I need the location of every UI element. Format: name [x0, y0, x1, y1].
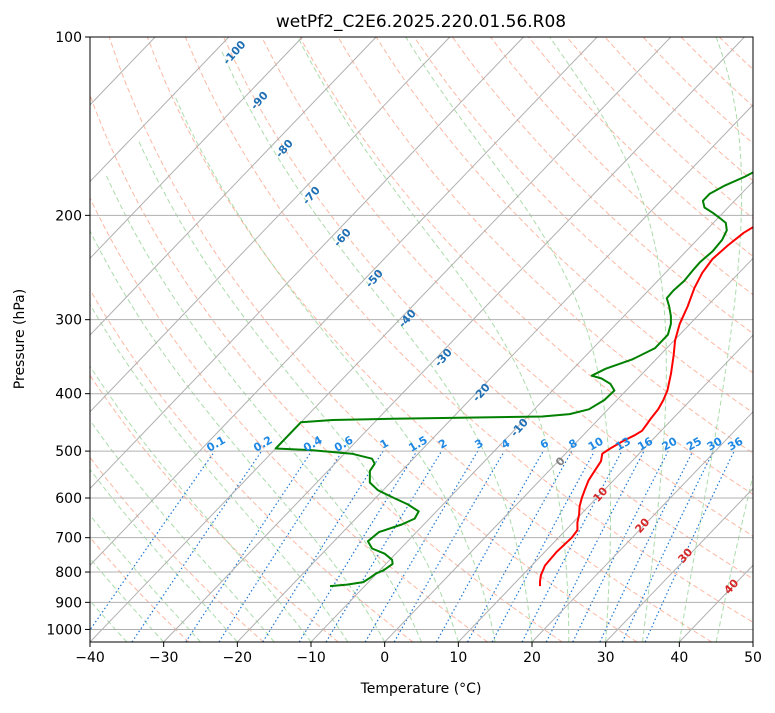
y-tick-label: 700 — [55, 531, 82, 547]
y-tick-label: 800 — [55, 565, 82, 581]
y-tick-label: 200 — [55, 208, 82, 224]
y-tick-label: 400 — [55, 387, 82, 403]
x-tick-label: 20 — [523, 650, 541, 666]
x-tick-label: 50 — [744, 650, 762, 666]
y-axis-label: Pressure (hPa) — [12, 289, 28, 389]
x-tick-label: 10 — [449, 650, 467, 666]
y-tick-label: 1000 — [46, 622, 82, 638]
x-tick-label: 40 — [670, 650, 688, 666]
x-tick-label: 30 — [597, 650, 615, 666]
x-axis-label: Temperature (°C) — [360, 681, 482, 697]
x-tick-label: −30 — [149, 650, 179, 666]
y-tick-label: 500 — [55, 444, 82, 460]
y-tick-label: 900 — [55, 595, 82, 611]
x-tick-label: −20 — [223, 650, 253, 666]
x-tick-label: −40 — [75, 650, 105, 666]
y-tick-label: 300 — [55, 313, 82, 329]
y-tick-label: 600 — [55, 491, 82, 507]
x-tick-label: −10 — [296, 650, 326, 666]
chart-title: wetPf2_C2E6.2025.220.01.56.R08 — [276, 12, 566, 32]
y-tick-label: 100 — [55, 30, 82, 46]
x-tick-label: 0 — [380, 650, 389, 666]
